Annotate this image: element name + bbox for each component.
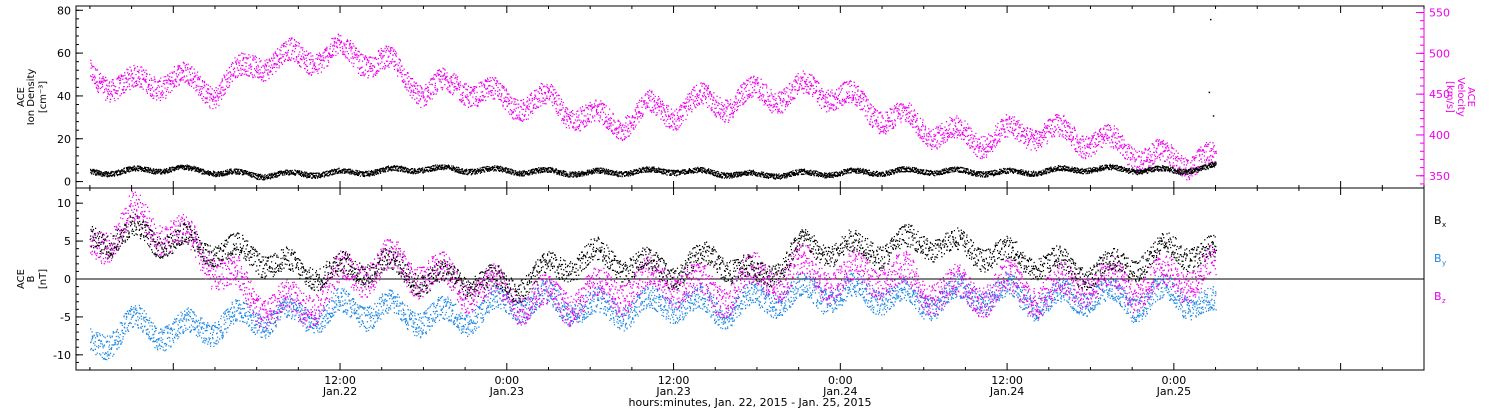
right-y-tick-label: 550: [1429, 7, 1450, 20]
legend-label: B: [1434, 290, 1442, 303]
by-series: [90, 272, 1217, 361]
x-tick-label: 12:00: [991, 374, 1023, 387]
x-tick-date: Jan.25: [1156, 385, 1191, 398]
x-tick-date: Jan.23: [655, 385, 690, 398]
velocity-series: [90, 33, 1217, 181]
x-tick-label: 0:00: [1162, 374, 1187, 387]
series-group: [89, 18, 1218, 361]
x-tick-label: 0:00: [828, 374, 853, 387]
axis-title-line: Ion Density: [26, 69, 37, 126]
axis-title-line: ACE: [16, 87, 27, 107]
right-y-tick-label: 500: [1429, 47, 1450, 60]
density-spike-point: [1209, 18, 1212, 21]
axis-title-line: ACE: [1465, 87, 1476, 107]
y-tick-label: 0: [64, 176, 71, 189]
density-spike-point: [1208, 91, 1211, 94]
left-axis-title: ACE B [nT]: [16, 269, 49, 289]
axis-unit: [cm⁻³]: [38, 81, 49, 113]
right-y-tick-label: 400: [1429, 129, 1450, 142]
labels-group: ACE Ion Density [cm⁻³]ACE B [nT]ACEVelocity[…: [16, 69, 1476, 409]
axis-title-line: ACE: [16, 269, 27, 289]
axes-group: 0 20 40 60 80 -10 -5 0 5 10 350 400 450 500 550: [53, 4, 1450, 371]
bx-series: [89, 213, 1218, 304]
right-y-tick-label: 350: [1429, 170, 1450, 183]
legend-label: B: [1434, 252, 1442, 265]
axis-unit: [km/s]: [1444, 81, 1455, 113]
x-axis-title: hours:minutes, Jan. 22, 2015 - Jan. 25, …: [629, 396, 872, 409]
y-tick-label: 0: [64, 273, 71, 286]
x-tick-label: 12:00: [658, 374, 690, 387]
left-axis-title: ACE Ion Density [cm⁻³]: [16, 69, 49, 126]
y-tick-label: -5: [60, 311, 71, 324]
axis-unit: [nT]: [38, 269, 49, 289]
x-tick-label: 12:00: [324, 374, 356, 387]
x-tick-date: Jan.23: [489, 385, 524, 398]
axis-title-line: B: [26, 275, 37, 282]
legend-subscript: x: [1442, 221, 1446, 229]
legend-subscript: y: [1442, 259, 1446, 267]
top-panel-frame: [75, 5, 1425, 189]
x-tick-label: 0:00: [494, 374, 519, 387]
y-tick-label: 40: [57, 90, 71, 103]
legend-label: B: [1434, 214, 1442, 227]
right-y-tick-label: 450: [1429, 88, 1450, 101]
y-tick-label: 20: [57, 133, 71, 146]
y-tick-label: 80: [57, 4, 71, 17]
y-tick-label: 60: [57, 47, 71, 60]
y-tick-label: 5: [64, 235, 71, 248]
y-tick-label: -10: [53, 349, 71, 362]
density-series: [90, 161, 1217, 181]
axis-title-line: Velocity: [1455, 77, 1466, 116]
x-tick-date: Jan.22: [322, 385, 357, 398]
x-tick-date: Jan.24: [989, 385, 1024, 398]
bz-series: [89, 191, 1217, 329]
legend-subscript: z: [1442, 297, 1446, 305]
x-tick-date: Jan.24: [822, 385, 857, 398]
density-spike-point: [1212, 115, 1215, 117]
y-tick-label: 10: [57, 197, 71, 210]
